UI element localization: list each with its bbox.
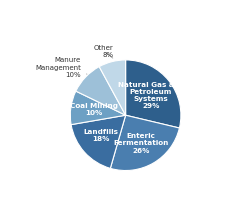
Wedge shape	[76, 67, 126, 115]
Text: Other
8%: Other 8%	[94, 45, 113, 58]
Wedge shape	[126, 60, 181, 128]
Text: Enteric
Fermentation
26%: Enteric Fermentation 26%	[113, 133, 169, 154]
Wedge shape	[70, 91, 126, 125]
Wedge shape	[110, 115, 179, 171]
Text: Natural Gas and
Petroleum
Systems
29%: Natural Gas and Petroleum Systems 29%	[118, 82, 184, 109]
Text: Manure
Management
10%: Manure Management 10%	[35, 58, 87, 78]
Text: Landfills
18%: Landfills 18%	[83, 129, 118, 142]
Text: Coal Mining
10%: Coal Mining 10%	[70, 103, 118, 116]
Wedge shape	[99, 60, 126, 115]
Wedge shape	[71, 115, 126, 168]
